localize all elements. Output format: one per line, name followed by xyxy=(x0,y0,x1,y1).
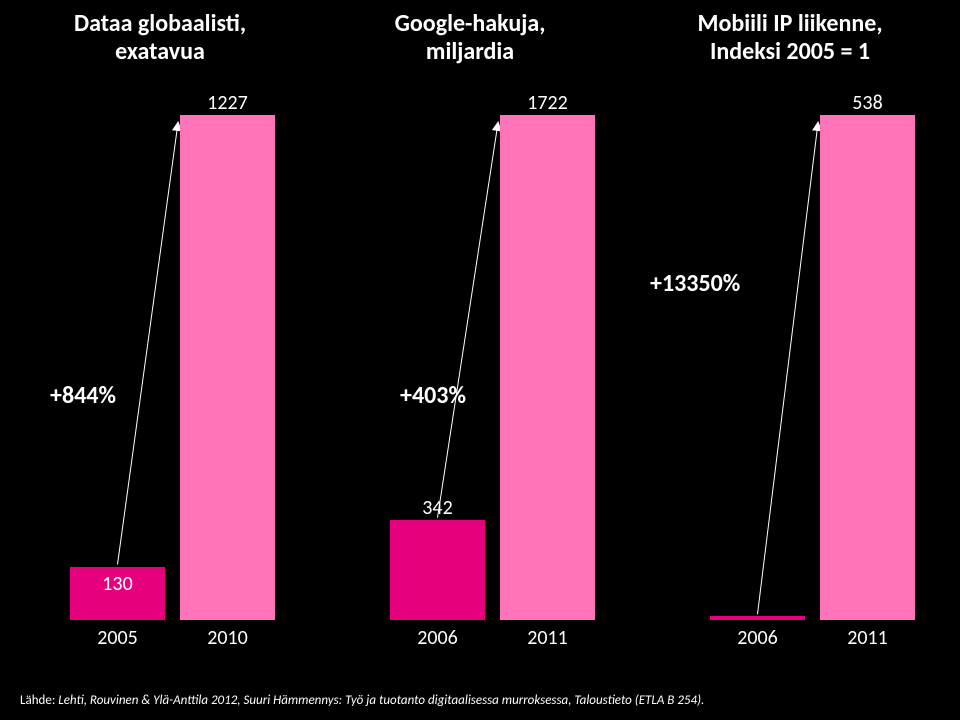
bar-value-label: 538 xyxy=(852,91,882,115)
bar xyxy=(390,520,485,620)
bar-value-label: 1722 xyxy=(527,91,568,115)
header-line1: Mobiili IP liikenne, xyxy=(660,10,920,38)
bar-xlabel: 2005 xyxy=(97,626,138,650)
column-header-2: Mobiili IP liikenne,Indeksi 2005 = 1 xyxy=(660,10,920,65)
bar-xlabel: 2006 xyxy=(737,626,778,650)
growth-percent-label: +403% xyxy=(400,381,466,410)
bar-value-label: 342 xyxy=(422,496,452,520)
bar-xlabel: 2011 xyxy=(847,626,888,650)
bar-xlabel: 2006 xyxy=(417,626,458,650)
growth-arrow xyxy=(758,123,819,614)
bar-value-label: 1227 xyxy=(207,91,248,115)
bar-xlabel: 2011 xyxy=(527,626,568,650)
header-line2: miljardia xyxy=(340,38,600,66)
header-line1: Dataa globaalisti, xyxy=(30,10,290,38)
source-citation: Lähde: Lehti, Rouvinen & Ylä-Anttila 201… xyxy=(20,693,704,708)
bar xyxy=(820,115,915,620)
bar-value-label: 130 xyxy=(102,572,132,596)
header-line1: Google-hakuja, xyxy=(340,10,600,38)
bar-xlabel: 2010 xyxy=(207,626,248,650)
column-header-1: Google-hakuja,miljardia xyxy=(340,10,600,65)
bar xyxy=(710,616,805,620)
growth-percent-label: +13350% xyxy=(650,269,740,298)
chart-area: 2005 130 2010 1227 +844% 2006 342 2011 1722 +403%… xyxy=(0,90,960,650)
header-line2: exatavua xyxy=(30,38,290,66)
column-header-0: Dataa globaalisti,exatavua xyxy=(30,10,290,65)
growth-percent-label: +844% xyxy=(50,381,116,410)
bar xyxy=(500,115,595,620)
growth-arrow xyxy=(118,123,179,564)
source-lead: Lähde: xyxy=(20,693,55,708)
growth-arrow xyxy=(438,123,499,518)
bar xyxy=(180,115,275,620)
header-line2: Indeksi 2005 = 1 xyxy=(660,38,920,66)
source-text: Lehti, Rouvinen & Ylä-Anttila 2012, Suur… xyxy=(55,693,704,708)
